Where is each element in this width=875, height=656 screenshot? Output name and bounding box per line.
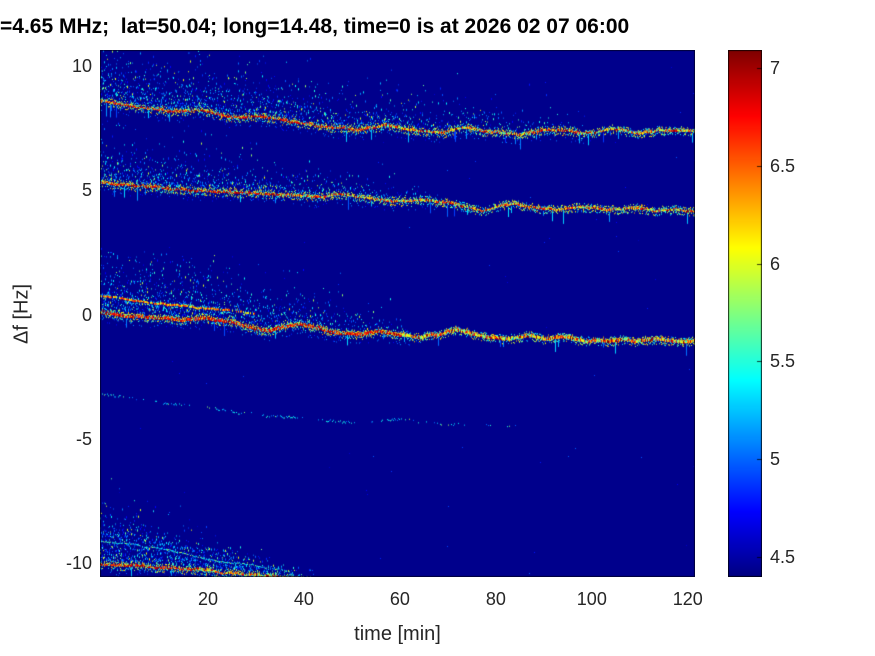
colorbar-tick-label: 5.5 xyxy=(770,351,796,372)
y-tick-label: -5 xyxy=(75,429,92,450)
y-tick-label: 0 xyxy=(81,304,92,325)
x-tick-label: 40 xyxy=(293,589,314,609)
colorbar-tick-label: 5 xyxy=(770,449,781,470)
plot-title: =4.65 MHz; lat=50.04; long=14.48, time=0… xyxy=(0,15,630,38)
x-tick-label: 100 xyxy=(576,589,607,609)
x-axis-label: time [min] xyxy=(354,623,441,645)
colorbar-tick-label: 6 xyxy=(770,253,781,274)
colorbar-tick-label: 6.5 xyxy=(770,155,796,176)
spectrogram-canvas xyxy=(100,50,695,577)
y-tick-label: -10 xyxy=(65,553,92,574)
colorbar-tick-label: 4.5 xyxy=(770,547,796,568)
y-tick-label: 10 xyxy=(71,56,92,77)
x-tick-label: 60 xyxy=(389,589,410,609)
x-tick-label: 20 xyxy=(197,589,218,609)
y-tick-label: 5 xyxy=(81,180,92,201)
colorbar-canvas xyxy=(728,50,762,577)
x-tick-label: 80 xyxy=(485,589,506,609)
colorbar-tick-label: 7 xyxy=(770,57,781,78)
x-tick-label: 120 xyxy=(672,589,703,609)
